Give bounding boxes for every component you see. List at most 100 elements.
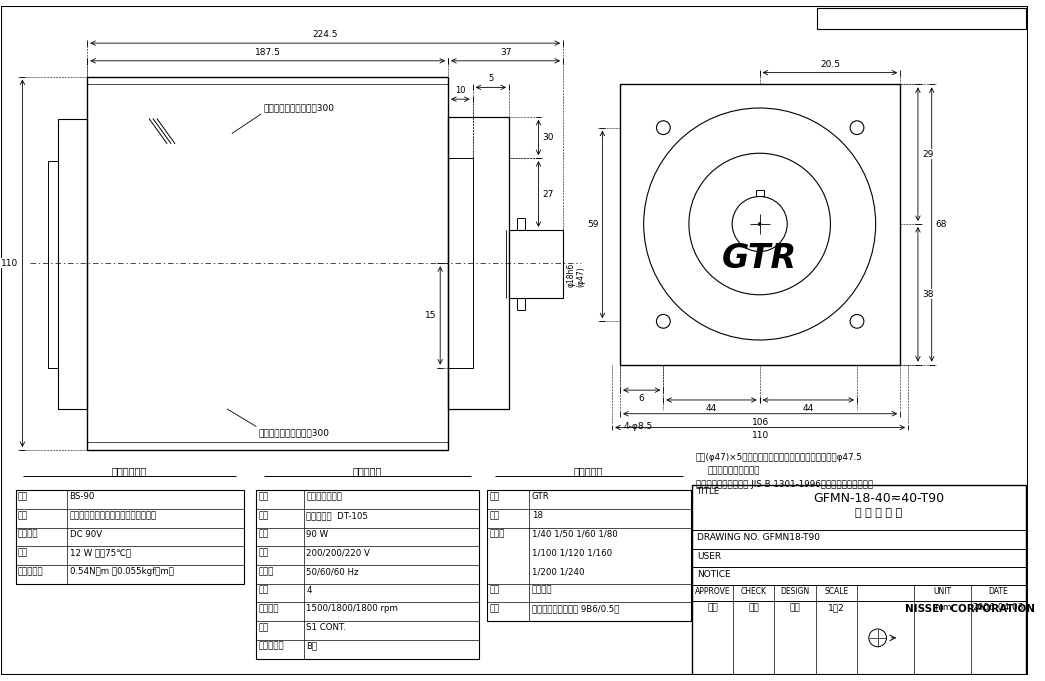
Text: 回転速度: 回転速度 bbox=[258, 605, 279, 614]
Text: φ18h6: φ18h6 bbox=[567, 263, 576, 287]
Text: 三相誘導電動機: 三相誘導電動機 bbox=[306, 492, 343, 501]
Text: 周波数: 周波数 bbox=[258, 567, 274, 576]
Text: USER: USER bbox=[697, 552, 721, 561]
Bar bbox=[509, 230, 563, 298]
Text: NISSEI  CORPORATION: NISSEI CORPORATION bbox=[905, 605, 1035, 614]
Text: ブレーキ仕様: ブレーキ仕様 bbox=[112, 466, 147, 477]
Text: DRAWING NO. GFMN18-T90: DRAWING NO. GFMN18-T90 bbox=[697, 533, 819, 541]
Text: 0.54N・m （0.055kgf・m）: 0.54N・m （0.055kgf・m） bbox=[70, 567, 173, 576]
Text: TITLE: TITLE bbox=[697, 488, 720, 496]
Text: 4: 4 bbox=[306, 586, 312, 595]
Text: 名称: 名称 bbox=[489, 492, 500, 501]
Text: 2006.04.03: 2006.04.03 bbox=[973, 603, 1024, 612]
Text: 注。出力軸キー尸法は JIS B 1301-1996平行キーに依ります。: 注。出力軸キー尸法は JIS B 1301-1996平行キーに依ります。 bbox=[696, 479, 873, 488]
Bar bbox=[620, 84, 900, 364]
Bar bbox=[16, 490, 243, 584]
Text: 減速機仕様: 減速機仕様 bbox=[574, 466, 603, 477]
Text: 27: 27 bbox=[542, 189, 554, 199]
Text: 38: 38 bbox=[922, 290, 933, 299]
Text: APPROVE: APPROVE bbox=[695, 587, 730, 596]
Text: GTR: GTR bbox=[722, 242, 797, 275]
Text: 以上にしてください。: 以上にしてください。 bbox=[707, 466, 760, 476]
Text: 12 W （組75℃）: 12 W （組75℃） bbox=[70, 548, 131, 558]
Text: 堰色: 堰色 bbox=[489, 605, 500, 614]
Text: グレー（マンセル値 9B6/0.5）: グレー（マンセル値 9B6/0.5） bbox=[532, 605, 619, 614]
Text: 110: 110 bbox=[1, 259, 19, 268]
Bar bbox=[817, 7, 1026, 29]
Bar bbox=[448, 158, 472, 368]
Text: 200/200/220 V: 200/200/220 V bbox=[306, 548, 370, 558]
Text: 永坂: 永坂 bbox=[748, 603, 759, 612]
Text: mm: mm bbox=[934, 603, 951, 612]
Text: 187.5: 187.5 bbox=[255, 48, 281, 57]
Text: S1 CONT.: S1 CONT. bbox=[306, 623, 346, 632]
Bar bbox=[57, 118, 88, 409]
Text: 形式: 形式 bbox=[258, 511, 269, 520]
Text: 減速比: 減速比 bbox=[489, 530, 505, 539]
Text: 30: 30 bbox=[542, 133, 554, 142]
Bar bbox=[756, 189, 764, 197]
Text: 定格トルク: 定格トルク bbox=[18, 567, 43, 576]
Text: モータ仕様: モータ仕様 bbox=[353, 466, 382, 477]
Text: 1/100 1/120 1/160: 1/100 1/120 1/160 bbox=[532, 548, 611, 558]
Text: 10: 10 bbox=[455, 86, 466, 95]
Text: 50/60/60 Hz: 50/60/60 Hz bbox=[306, 567, 359, 576]
Text: 潤滑: 潤滑 bbox=[489, 586, 500, 595]
Text: CHECK: CHECK bbox=[741, 587, 767, 596]
Text: 極数: 極数 bbox=[258, 586, 269, 595]
Bar bbox=[692, 484, 1026, 676]
Text: DESIGN: DESIGN bbox=[781, 587, 810, 596]
Bar bbox=[256, 490, 479, 659]
Text: NOTICE: NOTICE bbox=[697, 570, 730, 579]
Text: 68: 68 bbox=[935, 220, 947, 229]
Text: GFMN-18-40≂40-T90: GFMN-18-40≂40-T90 bbox=[813, 492, 945, 505]
Text: ブレーキリード線長さ300: ブレーキリード線長さ300 bbox=[258, 428, 329, 437]
Text: 1：2: 1：2 bbox=[828, 603, 844, 612]
Text: 59: 59 bbox=[587, 220, 599, 229]
Text: 電圧: 電圧 bbox=[258, 548, 269, 558]
Text: 1500/1800/1800 rpm: 1500/1800/1800 rpm bbox=[306, 605, 398, 614]
Text: 110: 110 bbox=[751, 432, 769, 441]
Bar bbox=[48, 161, 57, 368]
Text: 森松: 森松 bbox=[790, 603, 800, 612]
Text: 外 形 尸 法 図: 外 形 尸 法 図 bbox=[855, 508, 902, 518]
Text: 4-φ8.5: 4-φ8.5 bbox=[624, 422, 653, 430]
Text: 1/200 1/240: 1/200 1/240 bbox=[532, 567, 584, 576]
Text: 全閉外扇形  DT-105: 全閉外扇形 DT-105 bbox=[306, 511, 369, 520]
Text: 37: 37 bbox=[500, 48, 511, 57]
Text: 29: 29 bbox=[922, 150, 933, 159]
Text: BS-90: BS-90 bbox=[70, 492, 95, 501]
Text: 出力: 出力 bbox=[258, 530, 269, 539]
Text: 定格: 定格 bbox=[258, 623, 269, 632]
Text: UNIT: UNIT bbox=[933, 587, 952, 596]
Text: 入力電圧: 入力電圧 bbox=[18, 530, 38, 539]
Bar bbox=[448, 117, 509, 409]
Text: 海野: 海野 bbox=[707, 603, 718, 612]
Text: DC 90V: DC 90V bbox=[70, 530, 101, 539]
Text: B種: B種 bbox=[306, 642, 318, 651]
Text: 方式: 方式 bbox=[18, 511, 28, 520]
Text: 90 W: 90 W bbox=[306, 530, 328, 539]
Text: 5: 5 bbox=[488, 74, 493, 84]
Text: 1/40 1/50 1/60 1/80: 1/40 1/50 1/60 1/80 bbox=[532, 530, 618, 539]
Text: 44: 44 bbox=[803, 404, 814, 413]
Text: 224.5: 224.5 bbox=[312, 30, 338, 39]
Text: モーターリード線長さ300: モーターリード線長さ300 bbox=[263, 103, 334, 112]
Text: 無励磁作動形（スプリングクローズ）: 無励磁作動形（スプリングクローズ） bbox=[70, 511, 157, 520]
Text: 耐熱クラス: 耐熱クラス bbox=[258, 642, 284, 651]
Circle shape bbox=[759, 223, 761, 225]
Text: GTR: GTR bbox=[532, 492, 550, 501]
Text: 容量: 容量 bbox=[18, 548, 28, 558]
Bar bbox=[487, 490, 691, 621]
Text: 15: 15 bbox=[424, 311, 436, 320]
Text: DATE: DATE bbox=[989, 587, 1008, 596]
Text: (φ47): (φ47) bbox=[577, 267, 586, 287]
Text: 44: 44 bbox=[705, 404, 717, 413]
Text: グリース: グリース bbox=[532, 586, 552, 595]
Text: 18: 18 bbox=[532, 511, 542, 520]
Text: SCALE: SCALE bbox=[825, 587, 849, 596]
Text: 注。(φ47)×5部は黒皮になっていますので、相手穴はφ47.5: 注。(φ47)×5部は黒皮になっていますので、相手穴はφ47.5 bbox=[696, 453, 863, 462]
Text: 名称: 名称 bbox=[258, 492, 269, 501]
Text: 106: 106 bbox=[751, 417, 769, 427]
Text: 件番: 件番 bbox=[489, 511, 500, 520]
